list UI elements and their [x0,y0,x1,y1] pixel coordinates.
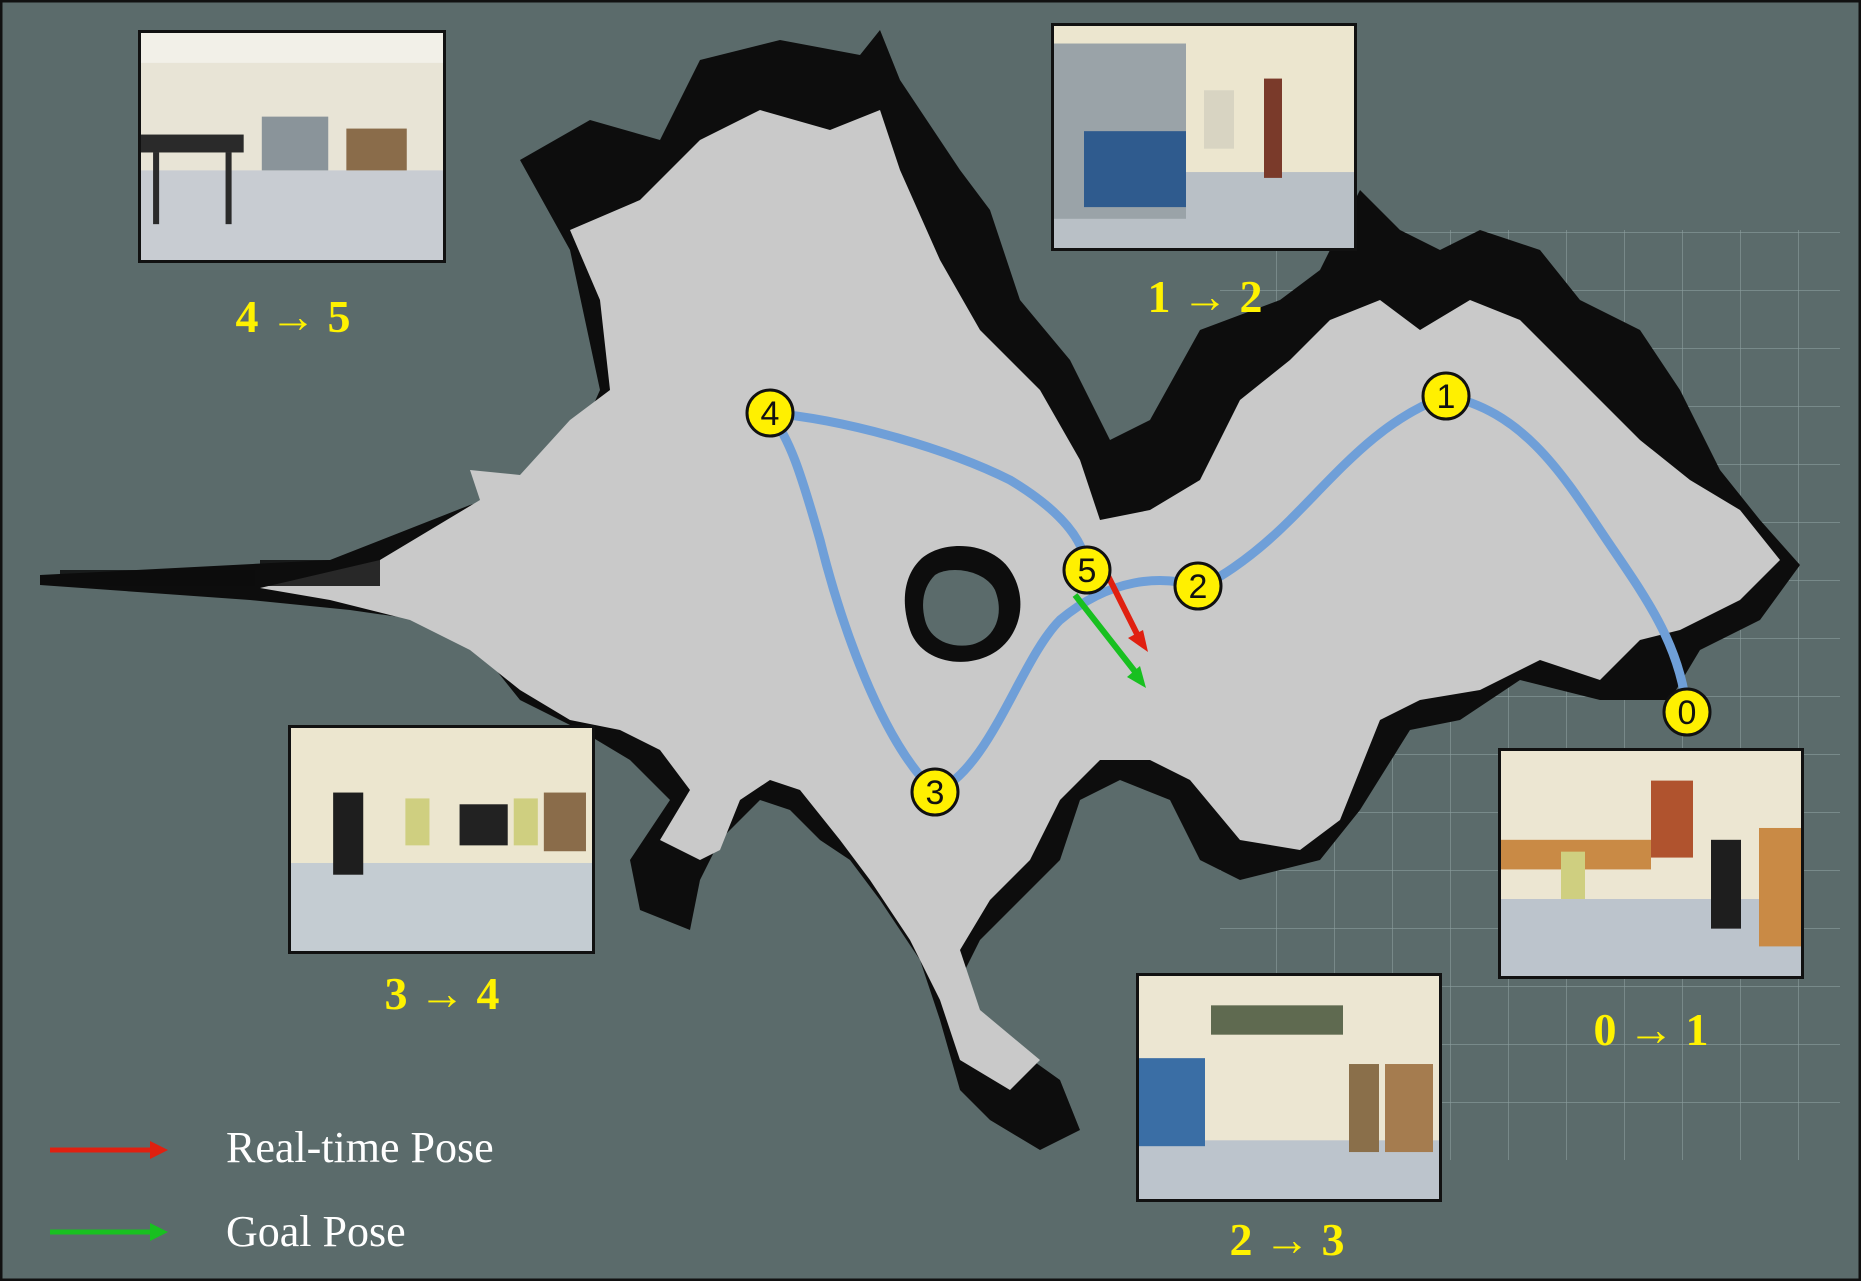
photo-1-2 [1051,23,1357,251]
segment-label-1-2: 1 → 2 [1147,271,1263,322]
waypoint-5: 5 [1062,545,1112,595]
waypoint-5-label: 5 [1078,552,1097,590]
waypoint-4-label: 4 [761,395,780,433]
photo-0-1 [1498,748,1804,979]
legend-goal-label: Goal Pose [226,1207,406,1256]
waypoint-3: 3 [910,767,960,817]
waypoint-1: 1 [1421,371,1471,421]
legend-realtime-arrow [50,1141,168,1159]
office-chairs-photo [291,728,592,951]
segment-label-3-4: 3 → 4 [384,968,500,1019]
robot-path [760,391,1692,798]
waypoint-2: 2 [1173,561,1223,611]
photo-3-4 [288,725,595,954]
segment-label-4-5: 4 → 5 [235,291,351,342]
left-spike [60,560,380,586]
open-office-photo [141,33,443,260]
waypoint-3-label: 3 [926,774,945,812]
empty-room-photo [1139,976,1439,1199]
photo-2-3 [1136,973,1442,1202]
corridor-photo [1054,26,1354,248]
waypoint-2-label: 2 [1189,568,1208,606]
legend-goal-arrow [50,1223,168,1241]
waypoint-0-label: 0 [1678,694,1697,732]
legend-realtime-label: Real-time Pose [226,1123,494,1172]
waypoint-0: 0 [1662,687,1712,737]
waypoint-1-label: 1 [1437,378,1456,416]
waypoint-4: 4 [745,388,795,438]
office-cubicles-photo [1501,751,1801,976]
photo-4-5 [138,30,446,263]
segment-label-0-1: 0 → 1 [1593,1004,1709,1055]
goal-pose-arrow [1072,593,1146,688]
center-obstacle [904,546,1021,662]
segment-label-2-3: 2 → 3 [1229,1214,1345,1265]
